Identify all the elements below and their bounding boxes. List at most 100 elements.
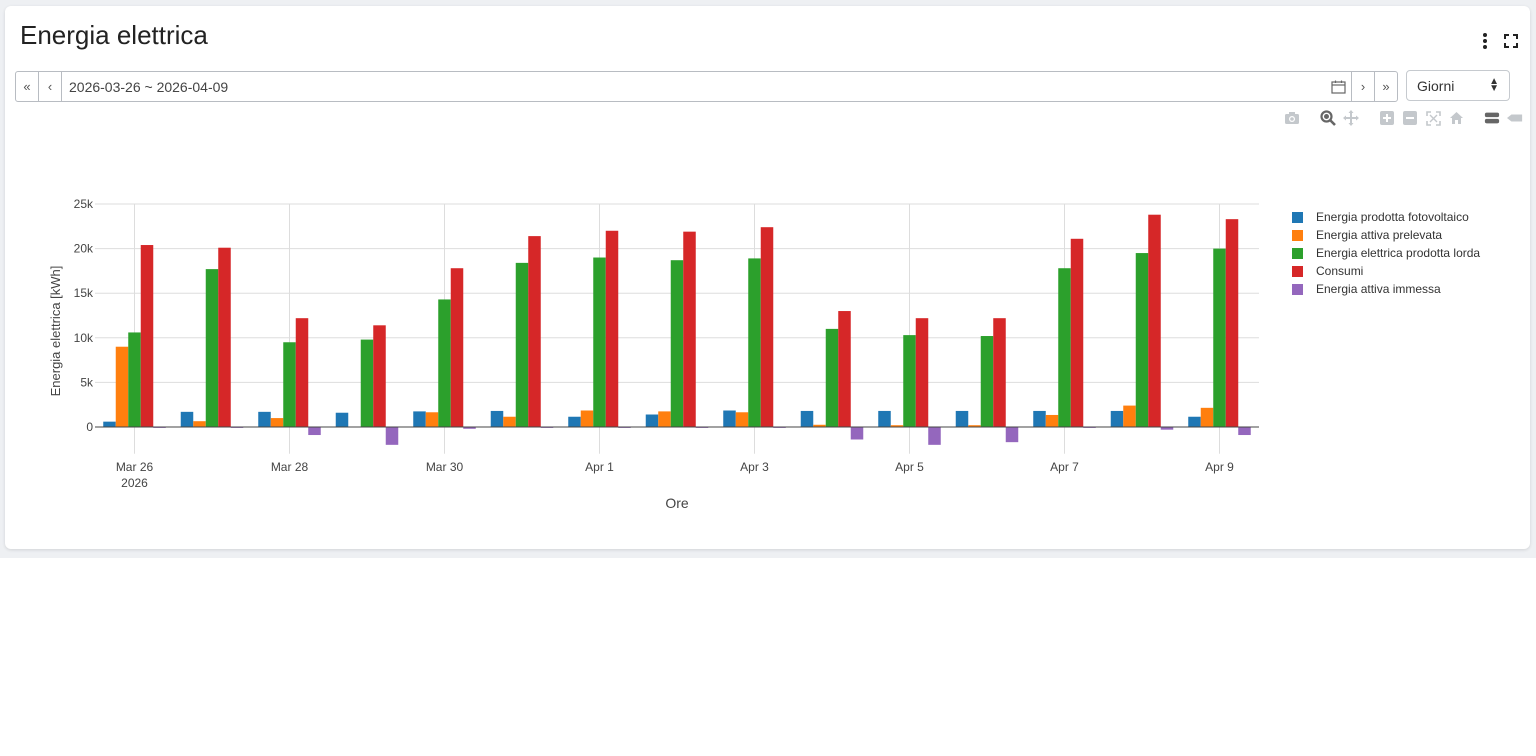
bar xyxy=(140,245,154,427)
bar xyxy=(115,346,129,427)
granularity-select[interactable]: Giorni ▲ ▼ xyxy=(1406,70,1510,101)
bar xyxy=(503,416,516,427)
bar xyxy=(1225,219,1239,427)
y-tick-label: 5k xyxy=(80,375,94,389)
bar xyxy=(735,412,749,427)
camera-icon[interactable] xyxy=(1284,110,1300,126)
x-tick-label: Mar 28 xyxy=(271,460,309,474)
bar xyxy=(1045,414,1059,427)
bar xyxy=(1213,248,1226,427)
bar xyxy=(760,227,774,427)
bar xyxy=(968,425,981,427)
zoom-in-icon[interactable] xyxy=(1379,110,1395,126)
calendar-icon[interactable] xyxy=(1327,72,1349,101)
legend-item[interactable]: Energia attiva prelevata xyxy=(1292,226,1480,244)
legend-label: Energia prodotta fotovoltaico xyxy=(1316,210,1469,224)
prev-period-button[interactable]: ‹ xyxy=(39,72,62,101)
first-period-button[interactable]: « xyxy=(16,72,39,101)
fullscreen-icon[interactable] xyxy=(1504,32,1518,50)
legend-item[interactable]: Energia prodotta fotovoltaico xyxy=(1292,208,1480,226)
zoom-out-icon[interactable] xyxy=(1402,110,1418,126)
granularity-value: Giorni xyxy=(1417,77,1455,94)
legend-label: Energia attiva immessa xyxy=(1316,282,1441,296)
bar xyxy=(1110,410,1124,427)
bar xyxy=(825,328,839,427)
chart-legend: Energia prodotta fotovoltaico Energia att… xyxy=(1292,208,1480,298)
x-tick-label: Apr 9 xyxy=(1205,460,1234,474)
y-tick-label: 0 xyxy=(86,420,93,434)
bar xyxy=(928,427,941,445)
legend-item[interactable]: Consumi xyxy=(1292,262,1480,280)
closest-hover-icon[interactable] xyxy=(1507,110,1523,126)
bar xyxy=(270,418,284,427)
energy-bar-chart: 0 5k 10k 15k 20k 25k Mar 26 2026 Mar 28 Mar 30 Apr… xyxy=(48,197,1259,511)
bar xyxy=(528,236,541,427)
bar xyxy=(670,260,684,427)
bar xyxy=(193,421,206,427)
bar xyxy=(683,231,696,427)
compare-hover-icon[interactable] xyxy=(1484,110,1500,126)
bar xyxy=(593,257,606,427)
legend-label: Energia elettrica prodotta lorda xyxy=(1316,246,1481,260)
bar xyxy=(463,427,476,429)
bar xyxy=(258,411,271,427)
x-tick-label: Mar 30 xyxy=(426,460,464,474)
bar xyxy=(878,410,891,427)
x-axis-title: Ore xyxy=(665,495,689,511)
bar xyxy=(1188,416,1201,427)
bar xyxy=(1070,238,1084,427)
bar xyxy=(308,427,321,436)
x-tick-label: Apr 7 xyxy=(1050,460,1079,474)
bar xyxy=(1033,410,1046,427)
autoscale-icon[interactable] xyxy=(1425,110,1441,126)
bar xyxy=(218,247,231,427)
next-period-button[interactable]: › xyxy=(1351,72,1374,101)
bar xyxy=(360,339,374,427)
bar xyxy=(955,410,969,427)
y-tick-label: 25k xyxy=(74,197,94,211)
zoom-icon[interactable] xyxy=(1320,110,1336,126)
bar xyxy=(993,318,1006,427)
bar xyxy=(748,258,761,427)
legend-label: Consumi xyxy=(1316,264,1364,278)
legend-swatch xyxy=(1292,265,1303,277)
bar xyxy=(568,416,581,427)
home-icon[interactable] xyxy=(1448,110,1464,126)
bar xyxy=(723,410,736,427)
legend-label: Energia attiva prelevata xyxy=(1316,228,1443,242)
bar xyxy=(605,230,619,427)
date-range-input[interactable]: 2026-03-26 ~ 2026-04-09 xyxy=(69,78,229,95)
y-tick-label: 15k xyxy=(74,286,94,300)
chart-bars xyxy=(103,214,1251,445)
chart-modebar xyxy=(1284,110,1523,126)
bar xyxy=(283,342,296,427)
bar xyxy=(1123,405,1136,427)
last-period-button[interactable]: » xyxy=(1374,72,1397,101)
y-axis-title: Energia elettrica [kWh] xyxy=(48,266,63,397)
legend-item[interactable]: Energia attiva immessa xyxy=(1292,280,1480,298)
x-tick-label: Mar 26 xyxy=(116,460,154,474)
legend-swatch xyxy=(1292,247,1303,259)
bar xyxy=(335,412,349,427)
legend-swatch xyxy=(1292,211,1303,223)
chart-axes: 0 5k 10k 15k 20k 25k Mar 26 2026 Mar 28 Mar 30 Apr… xyxy=(74,197,1259,490)
bar xyxy=(813,424,826,427)
bar xyxy=(373,325,386,427)
x-tick-sublabel: 2026 xyxy=(121,476,148,490)
bar xyxy=(915,318,929,427)
bar xyxy=(180,411,194,427)
bar xyxy=(800,410,814,427)
bar xyxy=(515,262,529,427)
legend-item[interactable]: Energia elettrica prodotta lorda xyxy=(1292,244,1480,262)
bar xyxy=(1005,427,1019,443)
bar xyxy=(450,268,464,427)
bar xyxy=(1135,253,1149,427)
bar xyxy=(438,299,451,427)
y-tick-label: 10k xyxy=(74,331,94,345)
bar xyxy=(385,427,399,445)
kebab-menu-icon[interactable] xyxy=(1478,32,1492,50)
pan-icon[interactable] xyxy=(1343,110,1359,126)
bar xyxy=(205,269,219,427)
bar xyxy=(490,410,504,427)
bar xyxy=(980,336,994,427)
